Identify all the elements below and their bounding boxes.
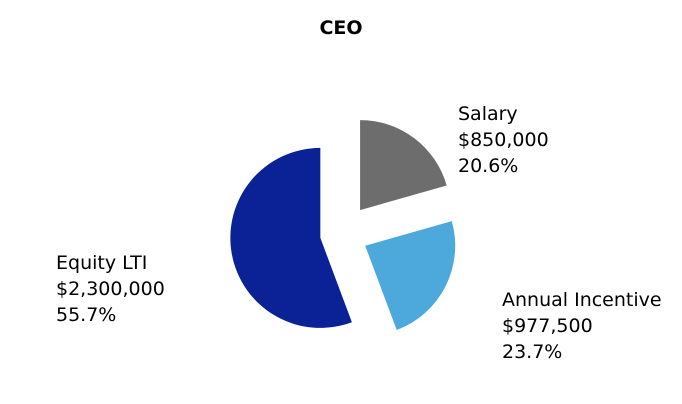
data-label-annual-incentive: Annual Incentive $977,500 23.7% <box>502 287 662 365</box>
data-label-equity-lti-name: Equity LTI <box>56 252 148 274</box>
pie-slice-salary <box>360 120 447 211</box>
data-label-annual-incentive-percent: 23.7% <box>502 341 563 363</box>
pie-slice-annual-incentive <box>365 221 456 331</box>
data-label-equity-lti: Equity LTI $2,300,000 55.7% <box>56 250 165 328</box>
data-label-annual-incentive-name: Annual Incentive <box>502 289 662 311</box>
data-label-salary: Salary $850,000 20.6% <box>458 101 549 179</box>
pie-slice-equity-lti <box>230 147 352 328</box>
data-label-equity-lti-percent: 55.7% <box>56 304 117 326</box>
data-label-salary-amount: $850,000 <box>458 129 549 151</box>
data-label-annual-incentive-amount: $977,500 <box>502 315 593 337</box>
data-label-salary-name: Salary <box>458 103 518 125</box>
data-label-salary-percent: 20.6% <box>458 155 519 177</box>
data-label-equity-lti-amount: $2,300,000 <box>56 278 165 300</box>
chart-title: CEO <box>319 17 363 39</box>
